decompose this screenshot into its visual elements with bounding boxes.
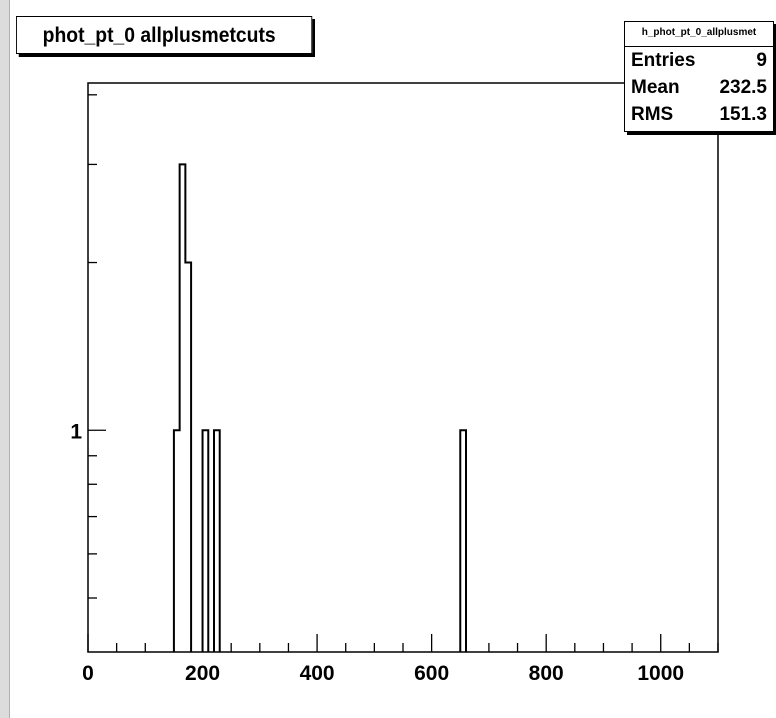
- x-tick-label: 1000: [637, 662, 684, 685]
- x-tick-label: 0: [82, 662, 94, 685]
- stat-row-entries: Entries 9: [625, 47, 773, 74]
- stat-value: 232.5: [719, 76, 767, 98]
- x-tick-label: 200: [185, 662, 220, 685]
- stat-label: RMS: [631, 103, 674, 125]
- stat-row-rms: RMS 151.3: [625, 101, 773, 128]
- stats-box: h_phot_pt_0_allplusmet Entries 9 Mean 23…: [624, 21, 774, 132]
- stat-label: Entries: [631, 49, 696, 71]
- stat-value: 151.3: [719, 103, 767, 125]
- stat-value: 9: [756, 49, 767, 71]
- stat-row-mean: Mean 232.5: [625, 74, 773, 101]
- y-tick-label: 1: [70, 420, 82, 443]
- window-left-border: [0, 0, 10, 718]
- histogram-outline: [172, 163, 467, 652]
- x-tick-label: 800: [529, 662, 564, 685]
- x-tick-label: 600: [414, 662, 449, 685]
- stats-title: h_phot_pt_0_allplusmet: [625, 22, 773, 47]
- plot-frame: [87, 82, 719, 653]
- chart-title: phot_pt_0 allplusmetcuts: [16, 16, 313, 54]
- x-tick-label: 400: [300, 662, 335, 685]
- stat-label: Mean: [631, 76, 680, 98]
